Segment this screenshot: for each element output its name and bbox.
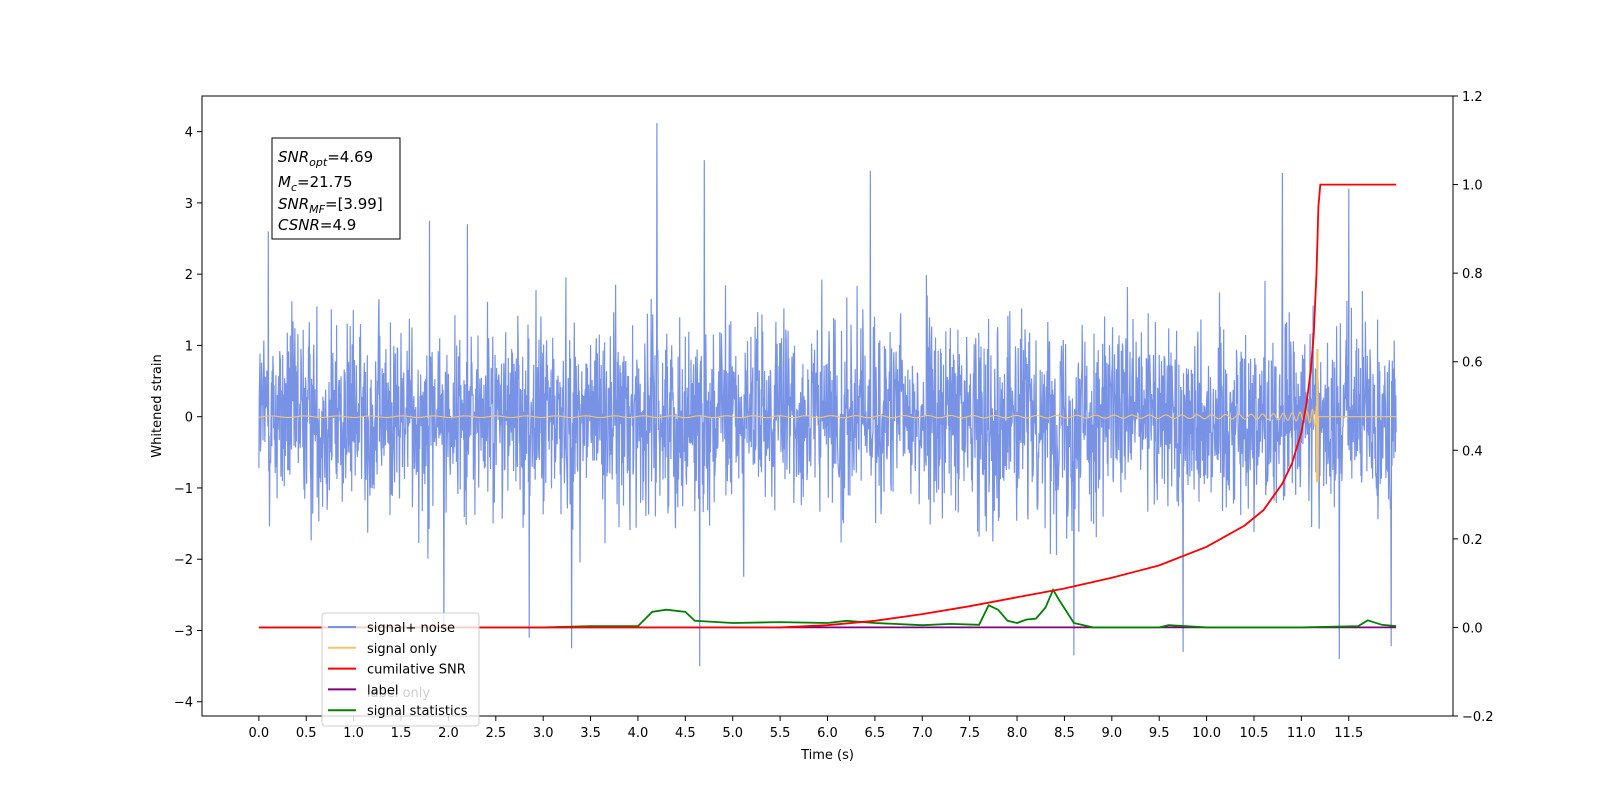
- stats-mc-value: =21.75: [297, 173, 353, 191]
- x-tick-label: 3.0: [533, 726, 554, 741]
- series-signal-statistics: [258, 587, 1397, 629]
- y-right-axis: −0.2 0.0 0.2 0.4 0.6 0.8 1.0 1.2: [1453, 90, 1494, 725]
- x-tick-label: 8.5: [1054, 726, 1075, 741]
- x-tick-label: 3.5: [580, 726, 601, 741]
- stats-snr-mf: SNRMF=[3.99]: [278, 195, 383, 216]
- x-tick-label: 11.0: [1287, 726, 1316, 741]
- stats-snr-opt-sub: opt: [309, 156, 328, 169]
- series-signal-only: [258, 348, 1397, 483]
- x-tick-label: 10.0: [1192, 726, 1221, 741]
- x-tick-label: 0.0: [249, 726, 270, 741]
- y-right-tick-label: 1.2: [1462, 90, 1483, 105]
- stats-snr-opt: SNRopt=4.69: [278, 148, 373, 169]
- x-axis: 0.0 0.5 1.0 1.5 2.0 2.5 3.0 3.5 4.0 4.5 5.0 5.5 6.0 6…: [249, 716, 1363, 741]
- stats-snr-mf-value: =[3.99]: [325, 195, 383, 213]
- x-tick-label: 2.5: [485, 726, 506, 741]
- x-tick-label: 8.0: [1007, 726, 1028, 741]
- legend-label: cumilative SNR: [367, 663, 466, 678]
- y-right-tick-label: −0.2: [1462, 710, 1494, 725]
- x-tick-label: 2.0: [438, 726, 459, 741]
- y-left-tick-label: −1: [174, 482, 193, 497]
- y-right-tick-label: 0.8: [1462, 267, 1483, 282]
- legend-label: label: [367, 683, 398, 698]
- y-left-tick-label: −4: [174, 696, 193, 711]
- stats-snr-opt-value: =4.69: [327, 148, 373, 166]
- x-tick-label: 9.5: [1149, 726, 1170, 741]
- x-tick-label: 9.0: [1101, 726, 1122, 741]
- y-left-tick-label: 4: [185, 126, 193, 141]
- y-right-tick-label: 1.0: [1462, 179, 1483, 194]
- x-tick-label: 4.0: [628, 726, 649, 741]
- y-left-tick-label: 0: [185, 411, 193, 426]
- stats-snr-mf-sub: MF: [309, 203, 325, 216]
- y-left-tick-label: 2: [185, 268, 193, 283]
- x-tick-label: 5.0: [722, 726, 743, 741]
- y-left-tick-label: 3: [185, 197, 193, 212]
- y-left-tick-label: −3: [174, 624, 193, 639]
- plot-area: [258, 123, 1397, 667]
- y-right-tick-label: 0.6: [1462, 356, 1483, 371]
- legend-entries: signal+ noise signal only cumilative SNR la…: [328, 621, 468, 719]
- x-tick-label: 4.5: [675, 726, 696, 741]
- x-tick-label: 1.0: [343, 726, 364, 741]
- series-signal-noise: [258, 123, 1397, 667]
- y-axis-label: Whitened strain: [150, 354, 165, 457]
- y-right-tick-label: 0.4: [1462, 444, 1483, 459]
- legend-overlapped-text: label only: [367, 686, 430, 701]
- legend: label only signal+ noise signal only cumil…: [321, 612, 480, 727]
- stats-box: SNRopt=4.69 Mc=21.75 SNRMF=[3.99] CSNR=4…: [271, 137, 401, 240]
- series-cumulative-snr: [258, 183, 1397, 629]
- x-tick-label: 11.5: [1334, 726, 1363, 741]
- stats-mc-sub: c: [291, 181, 297, 194]
- x-tick-label: 7.5: [959, 726, 980, 741]
- legend-label: signal+ noise: [367, 621, 455, 636]
- x-tick-label: 7.0: [912, 726, 933, 741]
- legend-frame: [321, 612, 480, 727]
- stats-snr-opt-symbol: SNR: [278, 148, 309, 166]
- y-left-tick-label: 1: [185, 339, 193, 354]
- y-right-tick-label: 0.2: [1462, 533, 1483, 548]
- x-tick-label: 1.5: [391, 726, 412, 741]
- x-tick-label: 0.5: [296, 726, 317, 741]
- x-tick-label: 10.5: [1240, 726, 1269, 741]
- stats-csnr-symbol: CSNR: [278, 216, 320, 234]
- x-tick-label: 6.5: [865, 726, 886, 741]
- y-left-axis: −4 −3 −2 −1 0 1 2 3 4: [174, 126, 202, 711]
- stats-csnr: CSNR=4.9: [278, 216, 356, 234]
- stats-snr-mf-symbol: SNR: [278, 195, 309, 213]
- x-axis-label: Time (s): [800, 748, 854, 763]
- y-left-tick-label: −2: [174, 553, 193, 568]
- x-tick-label: 6.0: [817, 726, 838, 741]
- stats-mc-symbol: M: [278, 173, 291, 191]
- legend-label: signal statistics: [367, 704, 468, 719]
- stats-mc: Mc=21.75: [278, 173, 353, 194]
- legend-label: signal only: [367, 642, 437, 657]
- x-tick-label: 5.5: [770, 726, 791, 741]
- stats-csnr-value: =4.9: [320, 216, 356, 234]
- stats-box-frame: [271, 137, 401, 240]
- y-right-tick-label: 0.0: [1462, 621, 1483, 636]
